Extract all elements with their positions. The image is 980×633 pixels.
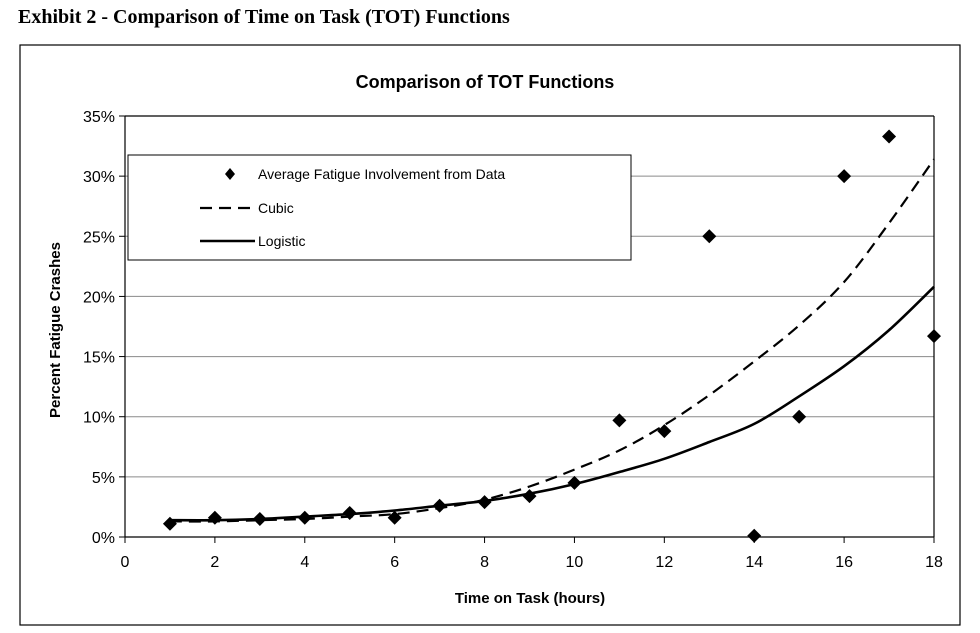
data-point — [927, 329, 941, 344]
x-tick-label: 18 — [925, 554, 943, 571]
data-point — [657, 424, 672, 439]
exhibit-title: Exhibit 2 - Comparison of Time on Task (… — [18, 6, 510, 28]
x-axis-ticks: 0 2 4 6 8 10 12 14 16 18 — [121, 537, 943, 571]
data-point — [297, 510, 312, 525]
chart-title: Comparison of TOT Functions — [356, 72, 615, 92]
x-axis-label: Time on Task (hours) — [455, 590, 605, 607]
legend-label-cubic: Cubic — [258, 200, 294, 216]
x-tick-label: 12 — [655, 554, 673, 571]
data-points — [162, 129, 941, 543]
y-tick-label: 25% — [83, 229, 115, 246]
data-point — [207, 510, 222, 525]
y-tick-label: 10% — [83, 410, 115, 427]
data-point — [252, 511, 267, 526]
y-tick-label: 30% — [83, 169, 115, 186]
data-point — [747, 528, 762, 543]
x-tick-label: 0 — [121, 554, 130, 571]
y-tick-label: 5% — [92, 470, 115, 487]
x-tick-label: 10 — [566, 554, 584, 571]
data-point — [432, 498, 447, 513]
y-tick-label: 20% — [83, 289, 115, 306]
data-point — [567, 475, 582, 490]
data-point — [882, 129, 897, 144]
data-point — [612, 413, 627, 428]
chart-area-border — [19, 44, 961, 626]
data-point — [522, 489, 537, 504]
y-axis-ticks: 0% 5% 10% 15% 20% 25% 30% 35% — [83, 109, 125, 547]
data-point — [792, 409, 807, 424]
legend-label-logistic: Logistic — [258, 233, 305, 249]
data-point — [477, 495, 492, 510]
data-point — [702, 229, 717, 244]
data-point — [387, 510, 402, 525]
data-point — [837, 169, 852, 184]
y-axis-label: Percent Fatigue Crashes — [47, 242, 64, 418]
y-tick-label: 35% — [83, 109, 115, 126]
plot-area: 0% 5% 10% 15% 20% 25% 30% 35% 0 2 4 6 8 10 12 14 16 18 — [83, 109, 943, 571]
data-point — [342, 505, 357, 520]
y-tick-label: 15% — [83, 350, 115, 367]
legend: Average Fatigue Involvement from Data Cu… — [127, 154, 632, 261]
data-point — [162, 516, 177, 531]
axes — [124, 115, 935, 538]
x-tick-label: 4 — [300, 554, 309, 571]
y-tick-label: 0% — [92, 530, 115, 547]
x-tick-label: 14 — [745, 554, 763, 571]
x-tick-label: 8 — [480, 554, 489, 571]
x-tick-label: 2 — [210, 554, 219, 571]
legend-diamond-marker — [225, 168, 235, 180]
x-tick-label: 6 — [390, 554, 399, 571]
legend-label-data: Average Fatigue Involvement from Data — [258, 166, 505, 182]
x-tick-label: 16 — [835, 554, 853, 571]
